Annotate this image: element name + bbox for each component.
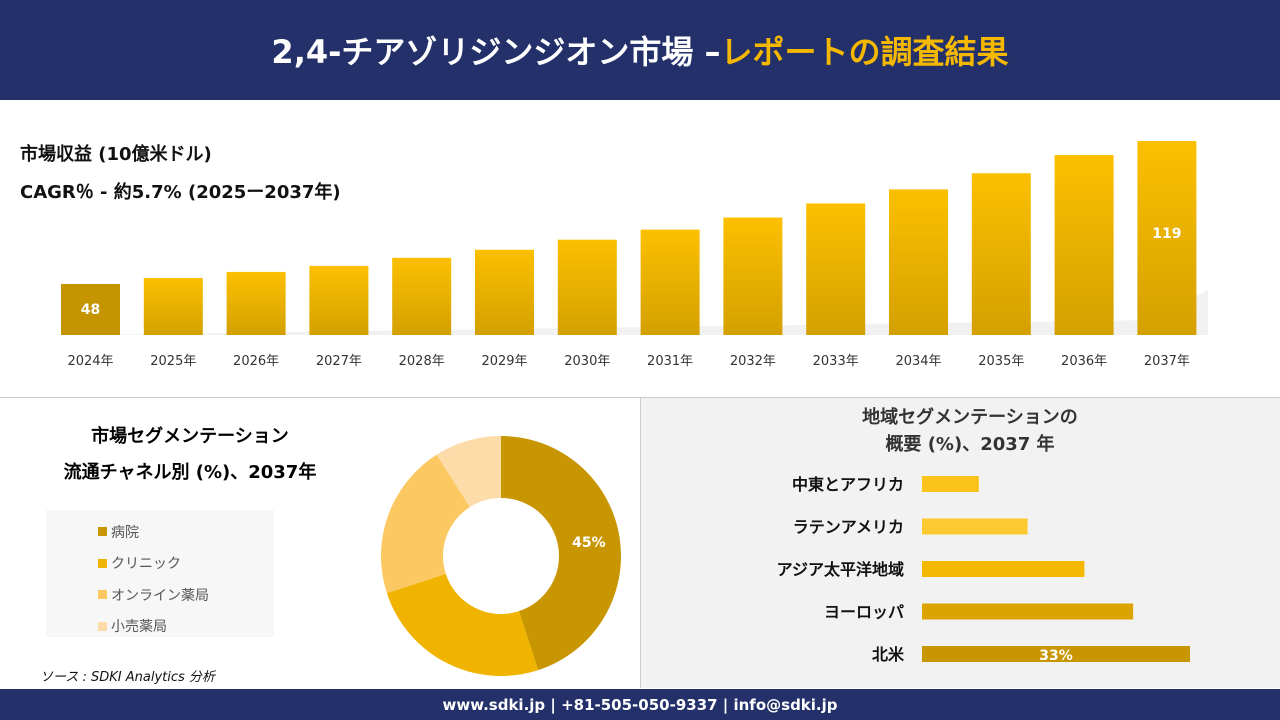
- data-label: 45%: [572, 535, 606, 551]
- bar: [392, 257, 452, 335]
- y-tick-label: 北米: [872, 645, 905, 664]
- bar: [971, 173, 1031, 335]
- channel-donut-chart: 45%: [381, 436, 622, 676]
- bar: [922, 603, 1134, 620]
- x-tick-label: 2026年: [233, 354, 279, 369]
- x-tick-label: 2028年: [399, 354, 445, 369]
- legend-swatch: [98, 590, 107, 600]
- bar: [475, 249, 534, 335]
- legend-swatch: [98, 621, 107, 631]
- bar: [922, 518, 1028, 535]
- bar: [640, 229, 700, 335]
- revenue-title: 市場収益 (10億米ドル): [20, 144, 212, 165]
- cagr-text: CAGR％ - 約5.7% (2025ー2037年): [20, 182, 341, 203]
- legend-label: オンライン薬局: [111, 587, 209, 604]
- x-tick-label: 2027年: [316, 354, 362, 369]
- legend-item: 小売薬局: [98, 611, 274, 643]
- bar: [1054, 155, 1114, 335]
- data-label: 119: [1152, 226, 1181, 242]
- header: 2,4-チアゾリジンジオン市場 – レポートの調査結果: [0, 0, 1280, 100]
- bar: [889, 189, 948, 335]
- bar: [557, 239, 617, 335]
- x-tick-label: 2037年: [1144, 354, 1190, 369]
- x-tick-label: 2024年: [67, 354, 113, 369]
- data-label: 48: [81, 302, 100, 318]
- data-label: 33%: [1039, 648, 1073, 664]
- bar: [1137, 141, 1197, 335]
- legend-item: 病院: [98, 516, 274, 548]
- y-tick-label: アジア太平洋地域: [777, 560, 904, 579]
- x-tick-label: 2025年: [150, 354, 196, 369]
- title-main: 2,4-チアゾリジンジオン市場 –: [271, 33, 721, 71]
- legend-label: クリニック: [111, 556, 181, 573]
- donut-slice: [436, 436, 501, 508]
- divider: [640, 398, 641, 688]
- region-title-line2: 概要 (%)、2037 年: [885, 434, 1055, 455]
- legend-swatch: [98, 558, 107, 568]
- x-tick-label: 2034年: [895, 354, 941, 369]
- region-title: 地域セグメンテーションの 概要 (%)、2037 年: [800, 404, 1140, 458]
- bar: [922, 646, 1190, 662]
- title-highlight: レポートの調査結果: [720, 33, 1009, 71]
- x-tick-label: 2031年: [647, 354, 693, 369]
- x-tick-label: 2036年: [1061, 354, 1107, 369]
- bar: [226, 271, 286, 335]
- donut-slice: [381, 454, 470, 594]
- legend-label: 病院: [111, 524, 139, 541]
- x-tick-label: 2035年: [978, 354, 1024, 369]
- footer-contact: www.sdki.jp | +81-505-050-9337 | info@sd…: [0, 689, 1280, 720]
- bar: [806, 203, 866, 335]
- pie-legend: 病院クリニックオンライン薬局 小売薬局: [46, 510, 274, 637]
- region-panel: [641, 398, 1280, 688]
- donut-slice: [501, 436, 622, 671]
- bar: [922, 476, 979, 492]
- divider: [0, 397, 1280, 398]
- bar: [143, 277, 203, 335]
- source-note: ソース : SDKI Analytics 分析: [40, 670, 215, 685]
- bar: [723, 217, 783, 335]
- bar: [309, 265, 369, 335]
- x-tick-label: 2030年: [564, 354, 610, 369]
- x-tick-label: 2032年: [730, 354, 776, 369]
- y-tick-label: ラテンアメリカ: [793, 518, 904, 537]
- legend-item: オンライン薬局: [98, 579, 274, 611]
- legend-swatch: [98, 527, 107, 537]
- x-tick-label: 2029年: [481, 354, 527, 369]
- segment-subtitle: 流通チャネル別 (%)、2037年: [63, 462, 317, 483]
- legend-label: 小売薬局: [111, 619, 167, 636]
- segment-title: 市場セグメンテーション: [91, 426, 289, 447]
- donut-slice: [386, 573, 539, 676]
- legend-item: クリニック: [98, 548, 274, 580]
- bar: [922, 561, 1085, 577]
- region-title-line1: 地域セグメンテーションの: [862, 407, 1078, 428]
- y-tick-label: 中東とアフリカ: [792, 475, 904, 494]
- y-tick-label: ヨーロッパ: [824, 603, 904, 622]
- bar: [61, 284, 120, 335]
- revenue-bar-chart: 2024年 48 2025年 2026年 2027年 2028年 2029年 2030年 203…: [61, 141, 1208, 369]
- x-tick-label: 2033年: [813, 354, 859, 369]
